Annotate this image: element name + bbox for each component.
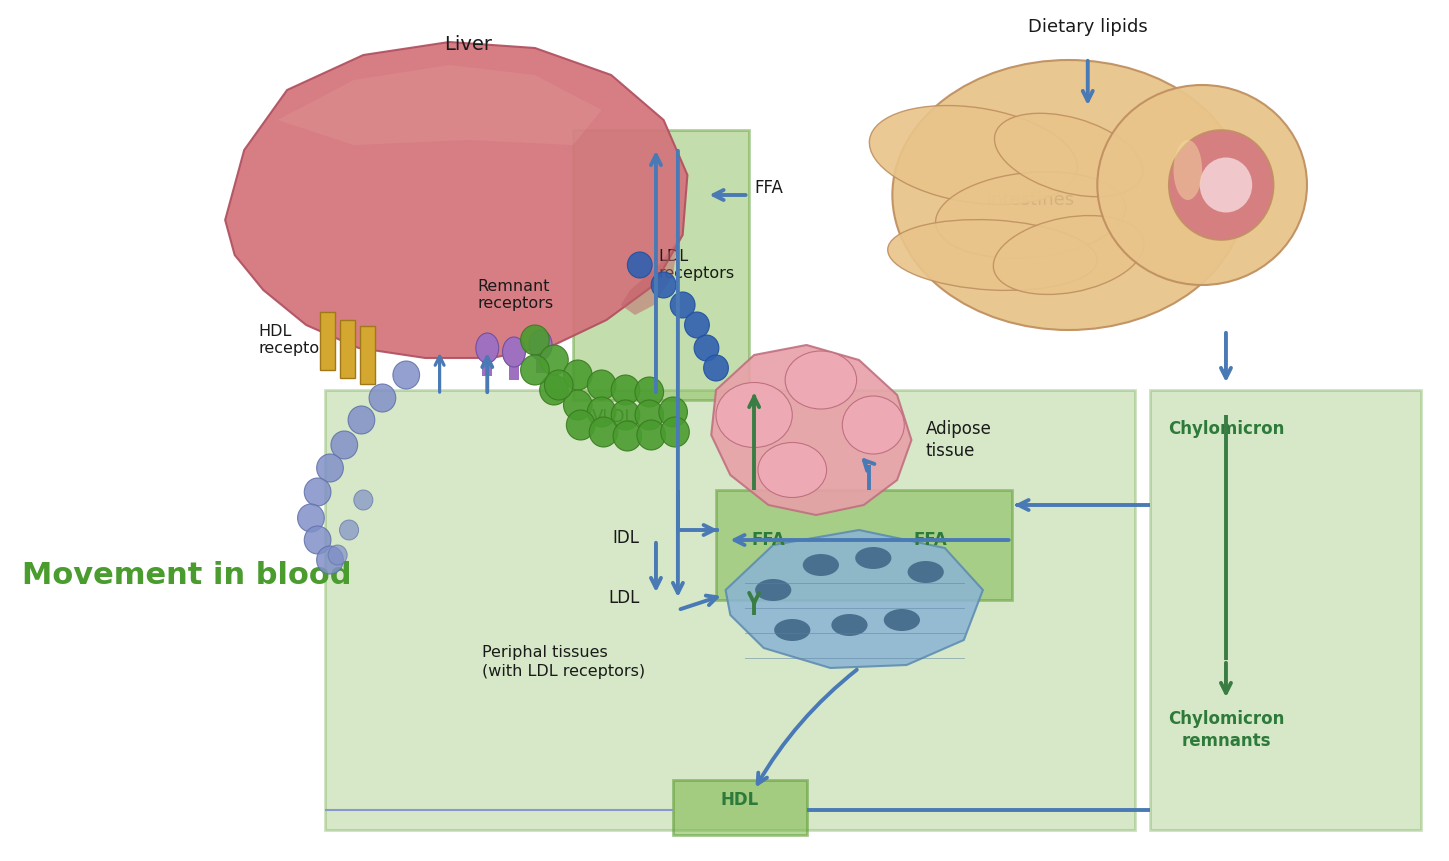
Ellipse shape (994, 215, 1145, 294)
Bar (536, 345, 545, 373)
Text: VLDL: VLDL (593, 408, 635, 426)
Text: HDL: HDL (720, 791, 759, 809)
Bar (1149, 390, 1421, 830)
Ellipse shape (893, 60, 1245, 330)
Ellipse shape (842, 396, 904, 454)
Circle shape (635, 400, 664, 430)
Circle shape (704, 355, 729, 381)
Circle shape (564, 360, 593, 390)
Circle shape (393, 361, 420, 389)
Ellipse shape (1174, 140, 1203, 200)
Circle shape (611, 400, 640, 430)
Ellipse shape (529, 330, 552, 360)
Circle shape (327, 545, 348, 565)
Circle shape (671, 292, 696, 318)
Ellipse shape (758, 443, 826, 498)
Text: Intestines: Intestines (987, 191, 1075, 209)
Circle shape (613, 421, 642, 451)
Circle shape (635, 377, 664, 407)
Text: FFA: FFA (753, 179, 782, 197)
Circle shape (317, 546, 343, 574)
Circle shape (297, 504, 325, 532)
Polygon shape (278, 65, 601, 145)
Circle shape (587, 397, 616, 427)
Ellipse shape (936, 172, 1126, 258)
Polygon shape (711, 345, 911, 515)
Circle shape (317, 454, 343, 482)
Text: Liver: Liver (445, 35, 493, 54)
Ellipse shape (884, 609, 920, 631)
Text: HDL
receptors: HDL receptors (258, 324, 335, 356)
Ellipse shape (475, 333, 498, 363)
Circle shape (651, 272, 677, 298)
Bar (325, 390, 1136, 830)
Text: IDL: IDL (613, 529, 640, 547)
Ellipse shape (1169, 130, 1274, 240)
Text: Adipose
tissue: Adipose tissue (926, 420, 991, 460)
Circle shape (564, 390, 593, 420)
Circle shape (694, 335, 719, 361)
Circle shape (330, 431, 358, 459)
Bar (716, 490, 1011, 600)
Ellipse shape (1097, 85, 1307, 285)
Circle shape (545, 370, 572, 400)
Text: Chylomicron
remnants: Chylomicron remnants (1168, 710, 1284, 750)
Bar (320, 312, 335, 370)
Circle shape (304, 526, 330, 554)
Ellipse shape (755, 579, 791, 601)
Ellipse shape (716, 382, 793, 448)
Circle shape (567, 410, 596, 440)
Text: Dietary lipids: Dietary lipids (1027, 18, 1148, 36)
Circle shape (587, 370, 616, 400)
Circle shape (304, 478, 330, 506)
Text: LDL
receptors: LDL receptors (659, 249, 735, 282)
Text: Remnant
receptors: Remnant receptors (478, 279, 554, 311)
Ellipse shape (888, 220, 1097, 290)
Polygon shape (225, 42, 687, 358)
Circle shape (520, 355, 549, 385)
Bar (572, 130, 749, 400)
Ellipse shape (855, 547, 891, 569)
Circle shape (659, 397, 687, 427)
Text: FFA: FFA (914, 531, 948, 549)
Bar (674, 780, 807, 835)
Polygon shape (620, 240, 678, 315)
Ellipse shape (832, 614, 868, 636)
Circle shape (590, 417, 617, 447)
Circle shape (638, 420, 665, 450)
Ellipse shape (994, 114, 1143, 196)
Ellipse shape (803, 554, 839, 576)
Text: FFA: FFA (752, 531, 785, 549)
Ellipse shape (907, 561, 943, 583)
Bar (509, 352, 519, 380)
Circle shape (520, 325, 549, 355)
Circle shape (539, 345, 568, 375)
Circle shape (611, 375, 640, 405)
Circle shape (684, 312, 710, 338)
Circle shape (661, 417, 690, 447)
Polygon shape (726, 530, 982, 668)
Ellipse shape (503, 337, 526, 367)
Circle shape (348, 406, 375, 434)
Circle shape (354, 490, 372, 510)
Bar (483, 348, 493, 376)
Circle shape (369, 384, 396, 412)
Ellipse shape (869, 106, 1078, 204)
Text: Periphal tissues
(with LDL receptors): Periphal tissues (with LDL receptors) (483, 645, 646, 678)
Text: LDL: LDL (609, 589, 640, 607)
Circle shape (539, 375, 568, 405)
Ellipse shape (774, 619, 810, 641)
Text: Chylomicron: Chylomicron (1168, 420, 1284, 438)
Ellipse shape (1200, 158, 1252, 213)
Circle shape (339, 520, 358, 540)
Bar (359, 326, 375, 384)
Circle shape (627, 252, 652, 278)
Ellipse shape (785, 351, 856, 409)
Text: Movement in blood: Movement in blood (22, 561, 352, 590)
Bar (339, 320, 355, 378)
